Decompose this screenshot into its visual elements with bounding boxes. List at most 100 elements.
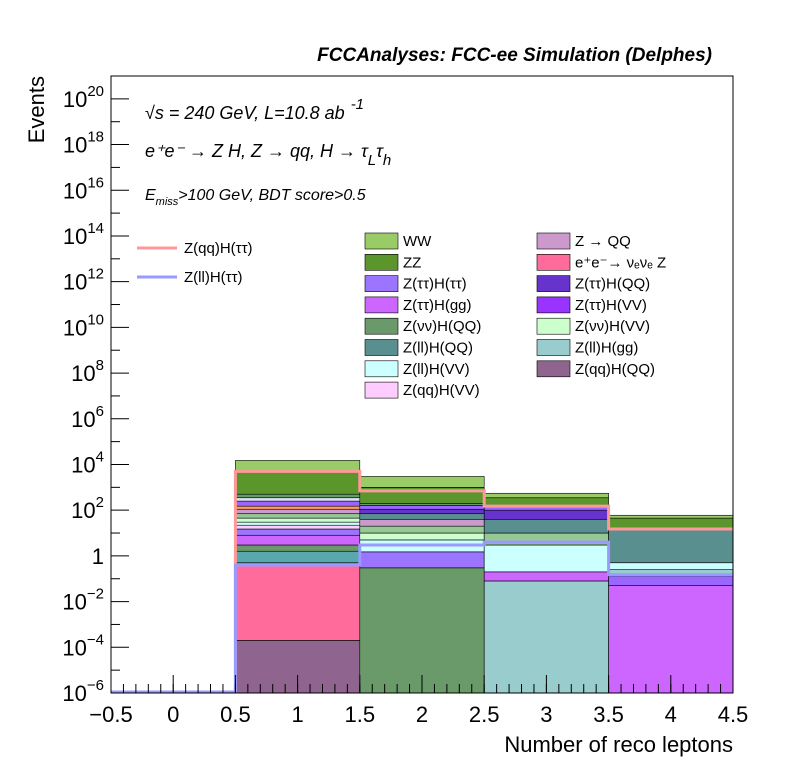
bar-segment-bin1-layer16: [235, 471, 361, 495]
bar-segment-bin2-layer9: [359, 505, 485, 510]
y-tick-label: 106: [71, 403, 104, 432]
legend-background-label: e⁺e⁻→ νₑνₑ Z: [575, 254, 666, 271]
y-tick-label: 1020: [63, 83, 104, 112]
y-tick-label: 102: [71, 494, 104, 523]
bar-segment-bin2-layer12: [359, 476, 485, 488]
legend-background-label: ZZ: [403, 254, 421, 271]
x-tick-label: −0.5: [89, 702, 132, 727]
legend-background-swatch: [536, 254, 571, 271]
legend-signal-label: Z(qq)H(ττ): [184, 240, 253, 257]
y-tick-label: 1016: [63, 174, 104, 203]
x-tick-label: 3.5: [593, 702, 624, 727]
bar-segment-bin3-layer9: [483, 492, 609, 499]
bar-segment-bin1-layer10: [235, 513, 361, 519]
bar-segment-bin2-layer10: [359, 503, 485, 506]
y-axis-title: Events: [24, 76, 49, 143]
legend-background-label: Z(ττ)H(gg): [403, 297, 472, 314]
x-tick-label: 0.5: [220, 702, 251, 727]
annotation-process: e⁺e⁻ → Z H, Z → qq, H → τLτh: [145, 141, 391, 169]
bar-segment-bin1-layer11: [235, 508, 361, 515]
legend-background-swatch: [364, 317, 399, 335]
bar-segment-bin1-layer2: [235, 562, 361, 641]
bar-segment-bin2-layer1: [359, 567, 485, 694]
x-tick-label: 2: [416, 702, 428, 727]
annotation-energy-lumi: √s = 240 GeV, L=10.8 ab -1: [145, 96, 364, 123]
legend-background-swatch: [364, 254, 399, 271]
bar-segment-bin1-layer6: [235, 528, 361, 536]
bar-segment-bin2-layer7: [359, 513, 485, 520]
bar-segment-bin2-layer4: [359, 532, 485, 541]
legend-background-label: Z(ττ)H(QQ): [575, 276, 650, 293]
bar-segment-bin1-layer15: [235, 493, 361, 499]
legend-background-swatch: [536, 317, 571, 335]
x-tick-label: 1.5: [345, 702, 376, 727]
bar-segment-bin4-layer2: [608, 575, 734, 586]
x-tick-label: 4: [665, 702, 677, 727]
y-tick-label: 1014: [63, 220, 104, 249]
legend-background-swatch: [364, 381, 399, 399]
bar-segment-bin1-layer7: [235, 524, 361, 530]
x-tick-label: 1: [291, 702, 303, 727]
legend-background-label: Z(ll)H(VV): [403, 361, 470, 378]
bar-segment-bin1-layer3: [235, 550, 361, 564]
stacked-bars: [235, 460, 734, 694]
legend-signal-label: Z(ll)H(ττ): [184, 269, 243, 286]
bar-segment-bin3-layer5: [483, 518, 609, 534]
legend-background-label: Z(ττ)H(VV): [575, 297, 647, 314]
legend-background-swatch: [364, 232, 399, 250]
legend-background-label: Z(ll)H(QQ): [403, 340, 473, 357]
bar-segment-bin3-layer2: [483, 571, 609, 582]
bar-segment-bin1-layer9: [235, 517, 361, 523]
bar-segment-bin1-layer12: [235, 505, 361, 510]
bar-segment-bin2-layer2: [359, 551, 485, 569]
y-tick-label: 1018: [63, 129, 104, 158]
x-tick-label: 3: [540, 702, 552, 727]
y-tick-label: 10−6: [62, 677, 104, 706]
legend-background-label: Z(ll)H(gg): [575, 340, 638, 357]
y-tick-label: 1: [92, 544, 104, 569]
x-tick-label: 2.5: [469, 702, 500, 727]
y-tick-labels: 10−6 10−4 10−2 1 102 104 106 108 1010 1012 1014 101…: [62, 83, 104, 706]
bar-segment-bin2-layer6: [359, 518, 485, 527]
legend-background-swatch: [364, 275, 399, 292]
bar-segment-bin4-layer7: [608, 514, 734, 519]
signal-overlays: [111, 469, 733, 694]
legend-background: WW Z → QQ ZZ e⁺e⁻→ νₑνₑ Z Z(ττ)H(ττ) Z(ττ)H(Q…: [364, 232, 666, 399]
signal-line-zll-htautau: [111, 540, 733, 694]
legend-background-label: Z(νν)H(QQ): [403, 318, 481, 335]
x-tick-label: 0: [167, 702, 179, 727]
bar-segment-bin4-layer6: [608, 517, 734, 530]
legend-background-swatch: [536, 296, 571, 314]
legend-signal: Z(qq)H(ττ) Z(ll)H(ττ): [137, 240, 253, 286]
legend-background-swatch: [536, 339, 571, 356]
y-tick-label: 108: [71, 357, 104, 386]
y-tick-label: 10−2: [62, 586, 104, 615]
legend-background-label: Z(νν)H(VV): [575, 318, 650, 335]
bar-segment-bin1-layer14: [235, 497, 361, 502]
axis-ticks: [110, 75, 734, 694]
x-tick-label: 4.5: [718, 702, 749, 727]
bar-segment-bin2-layer8: [359, 508, 485, 515]
bar-segment-bin2-layer5: [359, 525, 485, 534]
bar-segment-bin1-layer5: [235, 534, 361, 546]
annotation-block: √s = 240 GeV, L=10.8 ab -1 e⁺e⁻ → Z H, Z …: [145, 96, 391, 208]
bar-segment-bin3-layer3: [483, 544, 609, 573]
y-tick-label: 1012: [63, 266, 104, 295]
legend-background-swatch: [536, 275, 571, 292]
x-axis-title: Number of reco leptons: [504, 732, 733, 757]
bar-segment-bin1-layer13: [235, 500, 361, 507]
legend-background-label: Z(qq)H(VV): [403, 382, 480, 399]
legend-background-label: Z → QQ: [575, 233, 631, 250]
legend-background-swatch: [364, 360, 399, 378]
y-tick-label: 104: [71, 448, 104, 477]
chart-title: FCCAnalyses: FCC-ee Simulation (Delphes): [317, 45, 712, 66]
bar-segment-bin3-layer1: [483, 580, 609, 694]
legend-background-swatch: [536, 232, 571, 250]
bar-segment-bin1-layer17: [235, 460, 361, 472]
annotation-selection: Emiss>100 GeV, BDT score>0.5: [145, 187, 366, 208]
bar-segment-bin3-layer6: [483, 509, 609, 520]
bar-segment-bin1-layer4: [235, 544, 361, 552]
legend-background-label: Z(qq)H(QQ): [575, 361, 655, 378]
legend-background-label: Z(ττ)H(ττ): [403, 276, 467, 293]
